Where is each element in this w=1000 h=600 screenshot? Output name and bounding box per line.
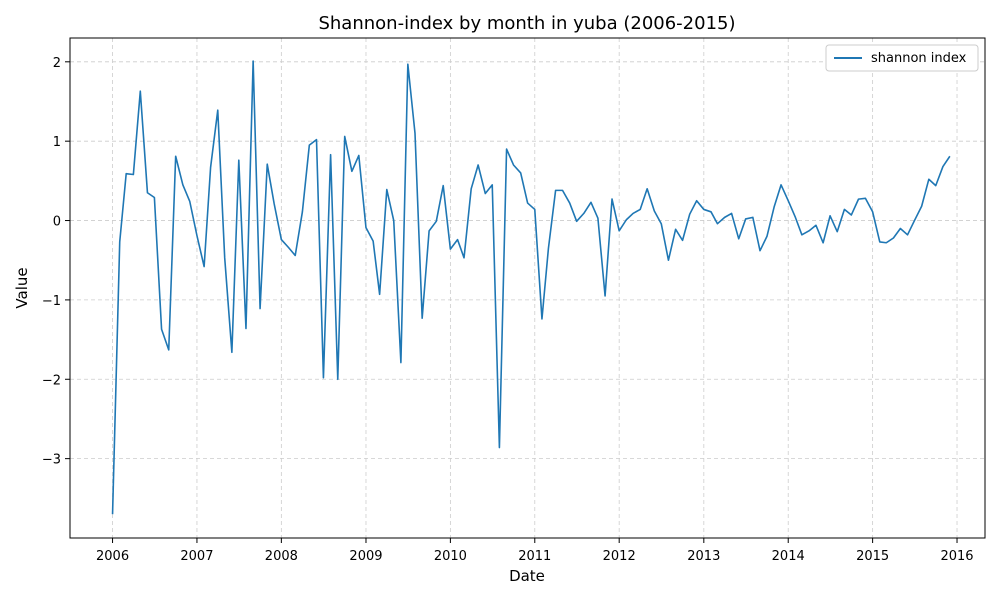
x-tick-label: 2009: [349, 549, 382, 564]
y-tick-label: −1: [42, 294, 61, 309]
y-axis-ticks: 2 1 0 −1 −2 −3: [42, 56, 70, 468]
x-tick-label: 2010: [434, 549, 467, 564]
series-line-shannon-index: [111, 60, 951, 515]
legend-box: [825, 44, 979, 72]
x-tick-label: 2014: [772, 549, 805, 564]
y-tick-label: 2: [53, 56, 61, 71]
x-tick-label: 2015: [856, 549, 889, 564]
x-tick-label: 2012: [603, 549, 636, 564]
legend: shannon index: [825, 44, 979, 72]
x-tick-label: 2011: [518, 549, 551, 564]
y-tick-label: −3: [42, 453, 61, 468]
legend-label: shannon index: [871, 51, 967, 66]
grid: [70, 38, 985, 538]
x-axis-label: Date: [509, 567, 545, 585]
x-tick-label: 2006: [96, 549, 129, 564]
x-tick-label: 2007: [180, 549, 213, 564]
chart-title: Shannon-index by month in yuba (2006-201…: [318, 13, 735, 34]
y-tick-label: −2: [42, 373, 61, 388]
x-tick-label: 2013: [687, 549, 720, 564]
plot-frame: [69, 37, 986, 539]
y-tick-label: 1: [53, 135, 61, 150]
x-tick-label: 2008: [265, 549, 298, 564]
y-axis-label: Value: [13, 267, 31, 308]
x-tick-label: 2016: [940, 549, 973, 564]
x-axis-ticks: 2006 2007 2008 2009 2010 2011 2012 2013 2014 2015…: [96, 538, 974, 564]
y-tick-label: 0: [53, 215, 61, 230]
